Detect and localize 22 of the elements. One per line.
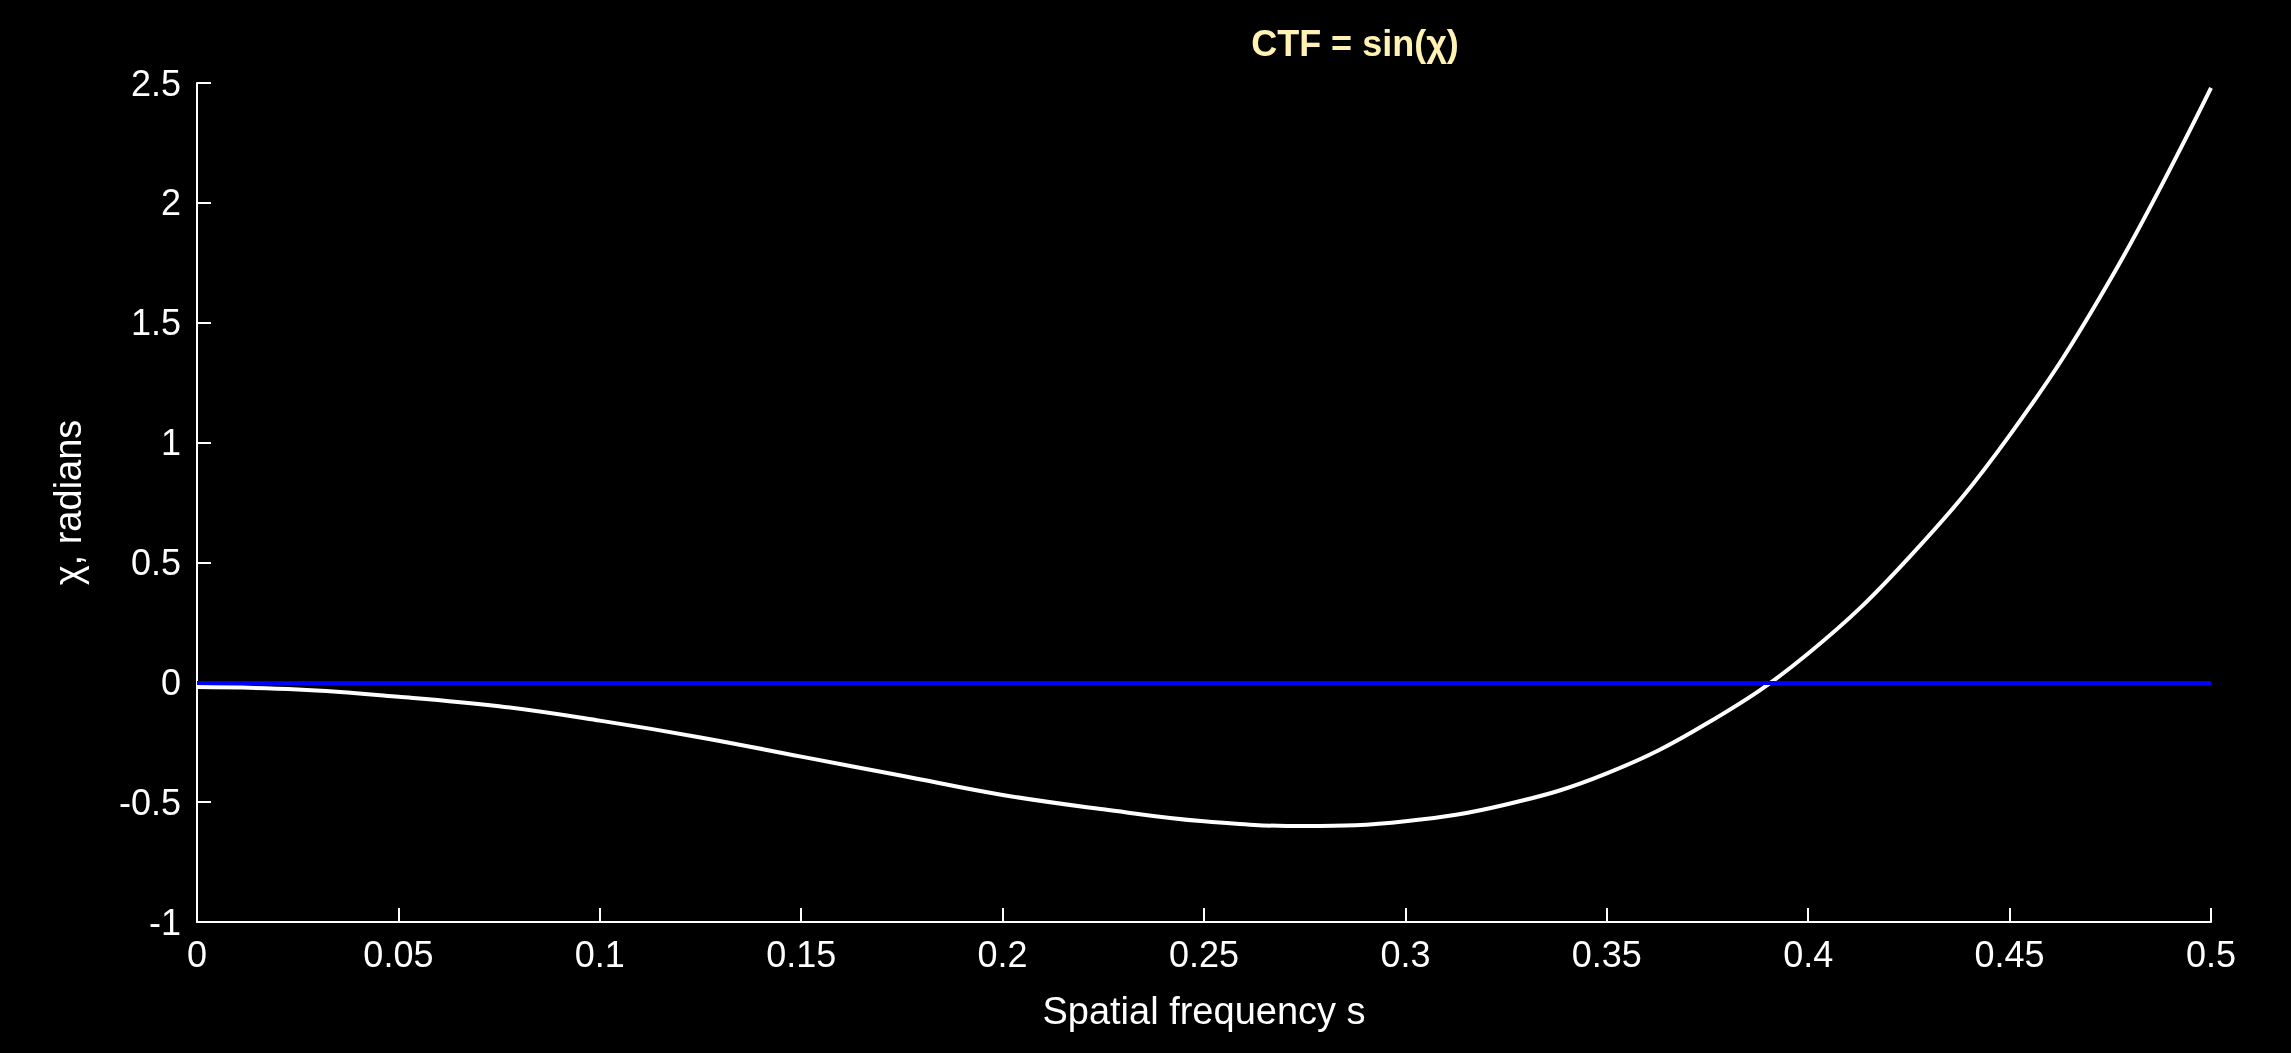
x-tick-label: 0.25 (1168, 933, 1240, 975)
y-tick-label: -1 (148, 901, 181, 943)
x-tick-label: 0.5 (2185, 933, 2237, 975)
y-tick-label: 2.5 (130, 62, 181, 104)
x-tick-label: 0.05 (363, 933, 434, 975)
y-tick-label: 1.5 (130, 302, 181, 344)
x-axis-title: Spatial frequency s (1042, 990, 1366, 1032)
x-tick-label: 0.1 (574, 933, 625, 975)
y-tick-label: 2 (160, 182, 181, 224)
y-tick-label: 0 (160, 661, 181, 703)
y-tick-label: 1 (160, 422, 181, 464)
x-tick-label: 0.15 (766, 933, 837, 975)
x-tick-label: 0 (186, 933, 208, 975)
chart-title: CTF = sin(χ) (1251, 22, 1459, 64)
x-tick-label: 0.2 (977, 933, 1028, 975)
y-tick-label: 0.5 (130, 541, 181, 583)
y-axis-title: χ, radians (47, 419, 89, 586)
y-tick-label: -0.5 (118, 781, 181, 823)
x-tick-label: 0.45 (1974, 933, 2045, 975)
x-tick-label: 0.35 (1571, 933, 1642, 975)
x-tick-label: 0.4 (1783, 933, 1834, 975)
x-tick-label: 0.3 (1380, 933, 1431, 975)
